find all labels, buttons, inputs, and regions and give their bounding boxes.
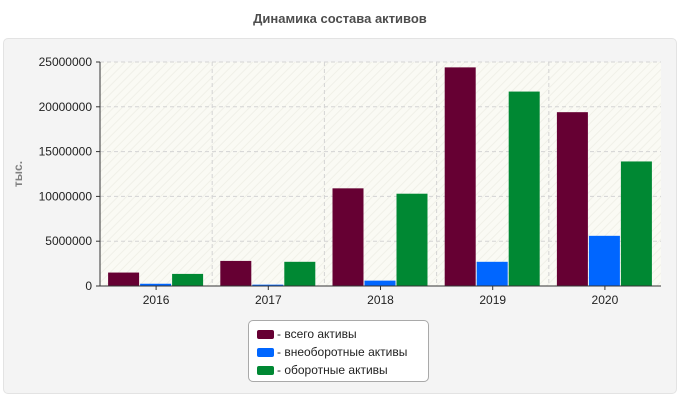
y-tick-label: 0: [85, 279, 92, 293]
legend-item-2: - внеоборотные активы: [257, 343, 428, 361]
bar-2-2018: [364, 280, 396, 286]
y-tick-labels: 0 5000000 10000000 15000000 20000000 25000000: [39, 55, 100, 293]
legend-swatch: [257, 347, 274, 357]
bar-2-2019: [476, 261, 508, 286]
bar-3-2016: [172, 273, 204, 286]
y-tick-label: 10000000: [39, 189, 93, 203]
legend-swatch: [257, 329, 274, 339]
bar-3-2017: [284, 261, 316, 286]
x-tick-label: 2020: [592, 293, 619, 307]
bar-1-2020: [556, 112, 588, 287]
legend-swatch: [257, 365, 274, 375]
bar-3-2019: [508, 91, 540, 287]
y-tick-label: 25000000: [39, 55, 93, 69]
y-axis-label: тыс.: [11, 161, 25, 187]
bar-3-2018: [396, 193, 428, 286]
x-tick-label: 2017: [255, 293, 282, 307]
bar-1-2019: [444, 67, 476, 286]
bar-1-2018: [332, 188, 364, 286]
legend-item-3: - оборотные активы: [257, 361, 428, 379]
bar-3-2020: [620, 161, 652, 286]
bar-2-2020: [588, 235, 620, 286]
bar-2-2017: [252, 284, 284, 286]
legend-label: - всего активы: [277, 327, 357, 341]
y-tick-label: 15000000: [39, 145, 93, 159]
bar-1-2016: [108, 272, 140, 286]
legend-label: - внеоборотные активы: [277, 345, 408, 359]
bars: [108, 67, 652, 287]
x-tick-label: 2019: [479, 293, 506, 307]
y-tick-label: 20000000: [39, 100, 93, 114]
legend-item-1: - всего активы: [257, 325, 428, 343]
legend-label: - оборотные активы: [277, 363, 388, 377]
bar-2-2016: [140, 283, 172, 286]
x-tick-labels: 2016 2017 2018 2019 2020: [143, 286, 619, 307]
legend: - всего активы - внеоборотные активы - обо…: [248, 320, 429, 382]
chart-title: Динамика состава активов: [253, 11, 427, 26]
gridlines: [100, 61, 661, 286]
y-tick-label: 5000000: [45, 234, 92, 248]
bar-1-2017: [220, 260, 252, 286]
x-tick-label: 2018: [367, 293, 394, 307]
x-tick-label: 2016: [143, 293, 170, 307]
